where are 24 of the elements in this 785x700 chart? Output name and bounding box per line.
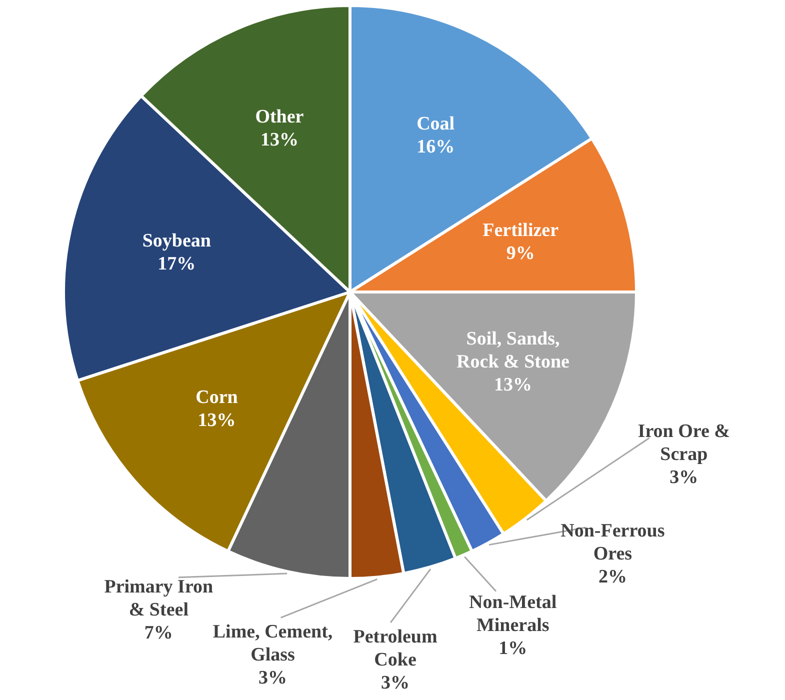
data-label: 3% [258,667,288,688]
slice-label: Petroleum Coke [353,626,438,671]
data-label: 13% [260,129,298,150]
slice-label: Lime, Cement, Glass [212,621,333,666]
slice-label: Other [255,106,304,128]
slice-label: Soybean [142,230,212,252]
data-label: 13% [494,374,532,396]
data-label: 13% [198,410,236,431]
slice-label: Coal [416,114,455,135]
data-label: 2% [598,566,627,588]
slice-label: Soil, Sands, Rock & Stone [456,328,570,372]
data-label: 3% [670,466,698,488]
data-label: 7% [144,622,173,644]
slice-label: Fertilizer [482,220,560,241]
slice-label: Corn [196,386,238,408]
data-label: 3% [381,672,410,694]
data-label: 1% [498,638,528,659]
data-label: 16% [416,136,455,158]
slice-label: Non-Metal Minerals [469,592,557,636]
slice-label: Non-Ferrous Ores [560,520,665,565]
slice-label: Primary Iron & Steel [104,576,214,620]
data-label: 17% [158,254,196,275]
slice-label: Iron Ore & Scrap [638,420,730,465]
data-label: 9% [506,242,535,264]
